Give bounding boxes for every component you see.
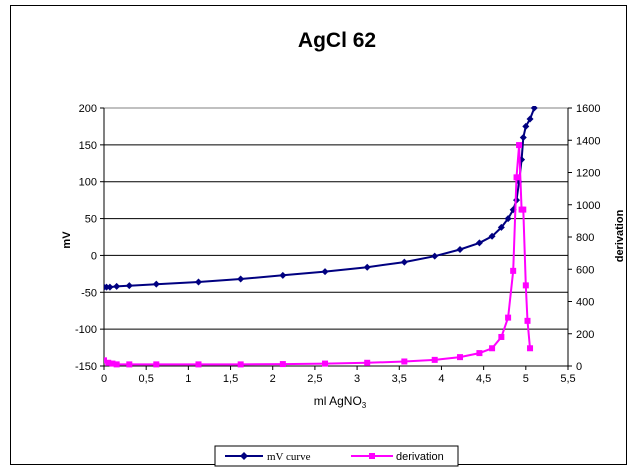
- data-point-marker: [476, 350, 483, 357]
- x-axis-title-subscript: 3: [362, 401, 367, 410]
- data-point-marker: [195, 361, 202, 368]
- y-right-tick-label: 400: [576, 297, 594, 309]
- data-point-marker: [530, 106, 538, 112]
- series-line: [104, 145, 531, 366]
- y-left-tick-label: 150: [79, 140, 97, 152]
- data-point-marker: [497, 223, 505, 231]
- data-point-marker: [526, 115, 534, 123]
- x-tick-label: 0: [101, 373, 107, 385]
- data-point-marker: [457, 354, 464, 361]
- data-point-marker: [520, 206, 527, 213]
- y-right-tick-label: 0: [576, 361, 582, 373]
- data-point-marker: [456, 246, 464, 254]
- y-right-tick-label: 1200: [576, 168, 600, 180]
- series-line: [104, 107, 536, 289]
- data-point-marker: [524, 317, 531, 324]
- legend-box: [214, 445, 459, 467]
- data-point-marker: [513, 174, 520, 181]
- y-right-tick-label: 1400: [576, 135, 600, 147]
- data-point-marker: [105, 359, 112, 366]
- y-left-tick-label: 50: [85, 214, 97, 226]
- x-tick-label: 2,5: [307, 373, 322, 385]
- data-point-marker: [113, 361, 120, 368]
- y-left-tick-label: -50: [81, 287, 97, 299]
- x-axis-title: ml AgNO3: [314, 394, 367, 410]
- legend-marker-derivation: [369, 453, 375, 459]
- data-point-marker: [279, 361, 286, 368]
- data-point-marker: [504, 215, 512, 223]
- series-derivation: [104, 142, 534, 368]
- data-point-marker: [237, 361, 244, 368]
- x-tick-label: 4: [438, 373, 444, 385]
- y-right-tick-label: 800: [576, 232, 594, 244]
- data-point-marker: [321, 268, 329, 276]
- legend: mV curve derivation: [214, 445, 459, 467]
- data-point-marker: [489, 345, 496, 352]
- data-point-marker: [152, 280, 160, 288]
- chart-title: AgCl 62: [298, 29, 376, 52]
- data-point-marker: [401, 358, 408, 365]
- data-point-marker: [125, 282, 133, 290]
- data-point-marker: [279, 271, 287, 279]
- y-right-tick-label: 600: [576, 264, 594, 276]
- series-mv-curve: [104, 106, 538, 291]
- x-tick-label: 4,5: [476, 373, 491, 385]
- data-point-marker: [237, 275, 245, 283]
- data-point-marker: [516, 142, 523, 149]
- data-point-marker: [505, 314, 512, 321]
- y-left-tick-label: -100: [75, 324, 97, 336]
- data-point-marker: [109, 360, 116, 367]
- data-point-marker: [519, 133, 527, 141]
- y-left-tick-label: -150: [75, 361, 97, 373]
- series-layer: [104, 106, 538, 368]
- y-left-tick-label: 100: [79, 177, 97, 189]
- x-tick-label: 5: [523, 373, 529, 385]
- data-point-marker: [498, 333, 505, 340]
- plot-area: [103, 107, 569, 367]
- data-point-marker: [510, 267, 517, 274]
- y-right-tick-label: 200: [576, 329, 594, 341]
- y-left-axis-title: mV: [61, 231, 73, 249]
- x-tick-label: 1,5: [223, 373, 238, 385]
- data-point-marker: [322, 360, 329, 367]
- x-tick-label: 1: [185, 373, 191, 385]
- tick-labels: -150-100-5005010015020002004006008001000…: [75, 103, 601, 385]
- y-left-tick-label: 0: [91, 250, 97, 262]
- y-right-tick-label: 1600: [576, 103, 600, 115]
- data-point-marker: [475, 239, 483, 247]
- x-tick-label: 5,5: [560, 373, 575, 385]
- data-point-marker: [363, 263, 371, 271]
- x-tick-label: 3,5: [392, 373, 407, 385]
- y-right-axis-title: derivation: [614, 209, 626, 262]
- data-point-marker: [431, 356, 438, 363]
- legend-marker-mv: [240, 452, 248, 460]
- x-tick-label: 2: [270, 373, 276, 385]
- data-point-marker: [488, 232, 496, 240]
- data-point-marker: [431, 252, 439, 260]
- data-point-marker: [522, 282, 529, 289]
- data-point-marker: [527, 345, 534, 352]
- data-point-marker: [400, 258, 408, 266]
- axes: [100, 107, 572, 370]
- data-point-marker: [126, 361, 133, 368]
- y-right-tick-label: 1000: [576, 200, 600, 212]
- x-tick-label: 3: [354, 373, 360, 385]
- gridlines: [104, 107, 568, 330]
- legend-label-mv: mV curve: [267, 451, 311, 463]
- x-tick-label: 0,5: [139, 373, 154, 385]
- y-left-tick-label: 200: [79, 103, 97, 115]
- data-point-marker: [153, 361, 160, 368]
- data-point-marker: [194, 278, 202, 286]
- data-point-marker: [113, 282, 121, 290]
- legend-label-derivation: derivation: [396, 451, 444, 463]
- x-axis-title-main: ml AgNO: [314, 394, 362, 408]
- data-point-marker: [106, 283, 114, 291]
- data-point-marker: [364, 359, 371, 366]
- data-point-marker: [522, 122, 530, 130]
